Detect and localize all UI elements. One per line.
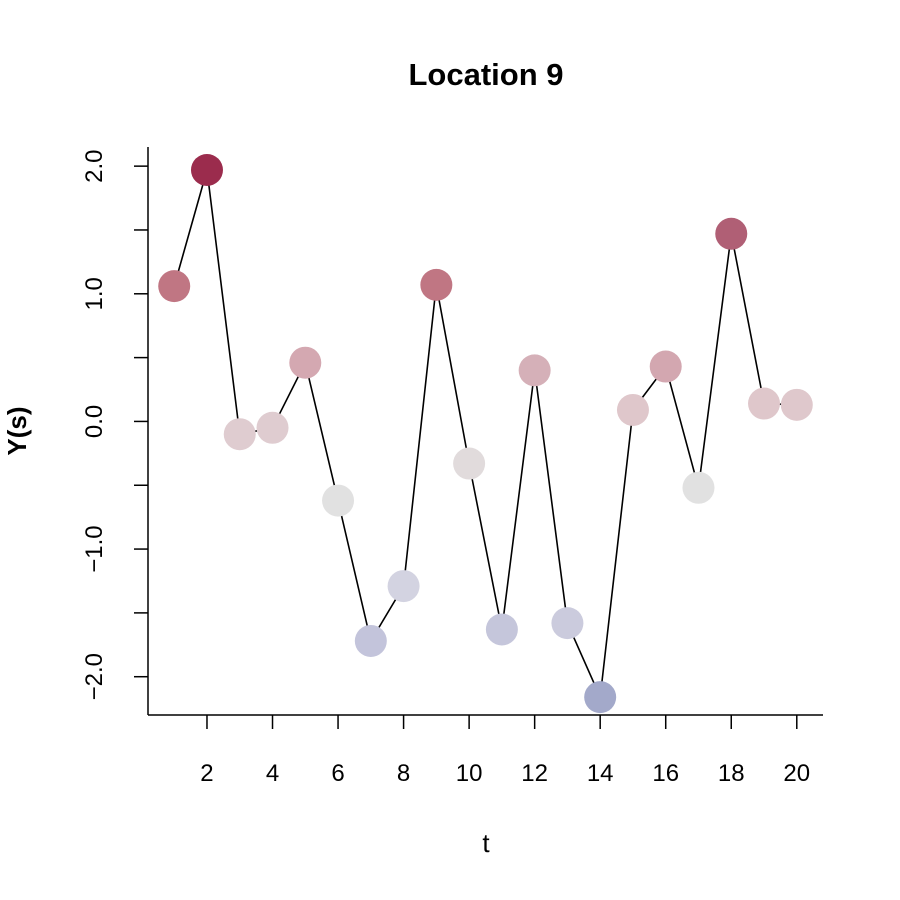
data-point [420, 268, 453, 301]
chart-title: Location 9 [408, 57, 563, 92]
x-tick-label: 2 [200, 760, 213, 787]
data-point [584, 681, 617, 714]
y-axis: −2.0 −1.0 0.0 1.0 2.0 [81, 147, 149, 715]
data-point [748, 387, 781, 420]
data-point [387, 570, 420, 603]
data-point [485, 613, 518, 646]
data-point [682, 471, 715, 504]
x-axis: 2 4 6 8 10 12 14 16 18 20 [148, 714, 823, 787]
x-tick-label: 18 [718, 760, 745, 787]
data-point [551, 607, 584, 640]
x-tick-label: 8 [397, 760, 410, 787]
y-axis-label: Y(s) [2, 406, 32, 455]
data-point [715, 217, 748, 250]
x-tick-label: 12 [521, 760, 548, 787]
x-tick-label: 16 [652, 760, 679, 787]
data-point [780, 388, 813, 421]
data-point [158, 270, 191, 303]
data-point [453, 447, 486, 480]
data-point [190, 153, 223, 186]
y-tick-label: 2.0 [81, 149, 108, 182]
data-point [518, 354, 551, 387]
y-tick-label: 0.0 [81, 405, 108, 438]
x-axis-label: t [482, 828, 490, 858]
x-tick-label: 6 [331, 760, 344, 787]
x-tick-label: 4 [266, 760, 279, 787]
data-point [223, 418, 256, 451]
data-point [322, 484, 355, 517]
x-tick-label: 20 [783, 760, 810, 787]
plot-area [158, 153, 813, 714]
x-tick-label: 14 [587, 760, 614, 787]
x-tick-label: 10 [456, 760, 483, 787]
y-tick-label: 1.0 [81, 277, 108, 310]
data-point [649, 350, 682, 383]
y-tick-label: −2.0 [81, 653, 108, 700]
data-point [354, 624, 387, 657]
data-point [616, 393, 649, 426]
data-point [256, 411, 289, 444]
data-point [289, 346, 322, 379]
y-tick-label: −1.0 [81, 525, 108, 572]
